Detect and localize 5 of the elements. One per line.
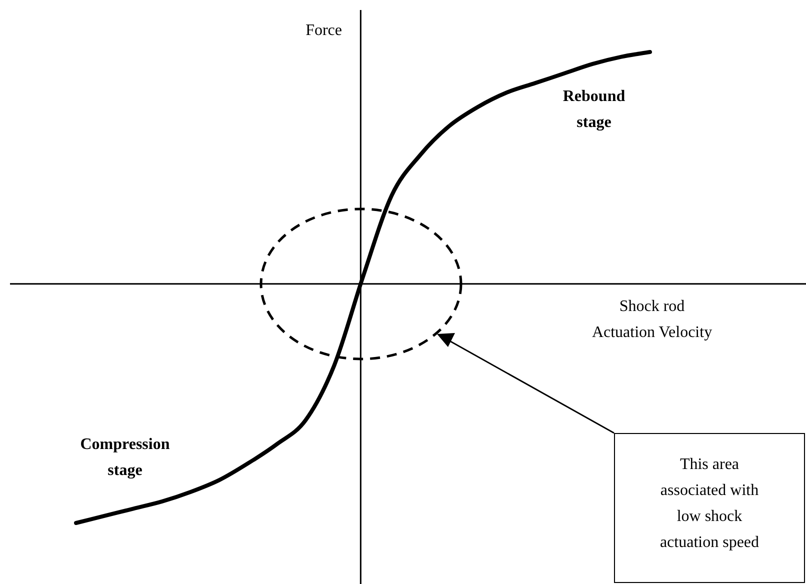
y-axis-title: Force <box>304 21 343 41</box>
x-axis-title: Shock rod Actuation Velocity <box>590 297 714 343</box>
annotation: Rebound stage <box>562 87 626 133</box>
annotation: Compression stage <box>79 435 171 481</box>
annotation: This area associated with low shock actuation speed <box>614 433 805 583</box>
